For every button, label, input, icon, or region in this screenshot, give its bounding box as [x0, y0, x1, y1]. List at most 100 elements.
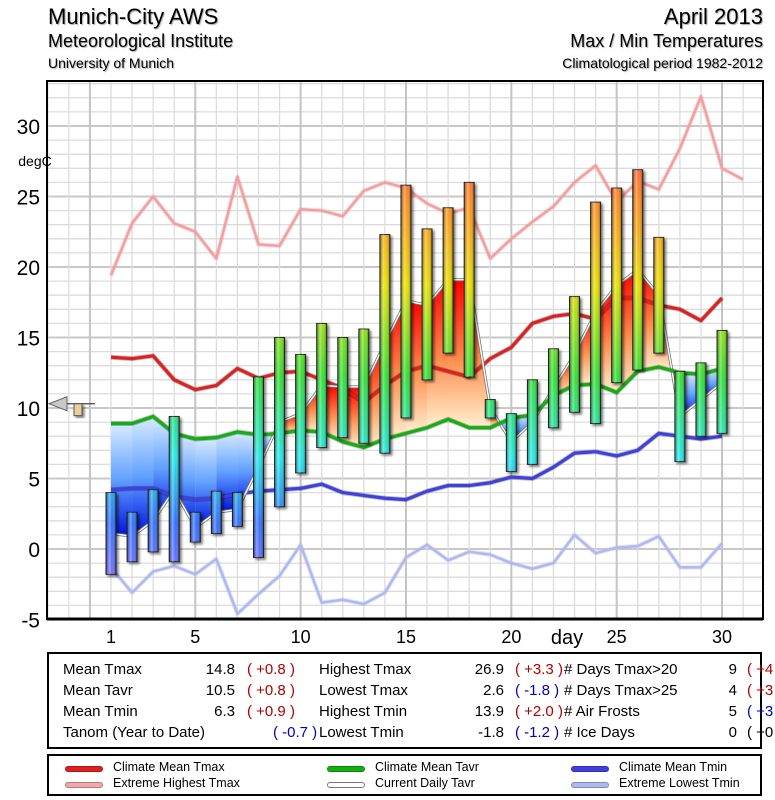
legend-label: Current Daily Tavr — [375, 776, 475, 790]
y-tick-label: 20 — [17, 257, 40, 280]
bar-shine — [695, 362, 706, 437]
stat-anomaly: ( +0.9 ) — [247, 703, 295, 720]
stat-label: Highest Tmin — [319, 703, 408, 720]
bar-shine — [485, 399, 496, 418]
bar-shine — [148, 489, 159, 552]
bar-shine — [358, 329, 369, 444]
day-bar — [484, 399, 496, 419]
legend-swatch — [571, 766, 609, 772]
bar-shine — [379, 234, 390, 454]
day-bar — [695, 362, 707, 437]
bar-shine — [295, 354, 306, 473]
stat-anomaly: ( -0.7 ) — [273, 724, 318, 741]
ytd-anomaly-bar — [73, 403, 83, 417]
month-title: April 2013 — [663, 4, 763, 29]
day-bar — [442, 207, 454, 354]
day-bar — [632, 169, 644, 371]
stat-anomaly: ( +3.3 ) — [515, 661, 563, 678]
stat-value: 9 — [728, 661, 737, 678]
day-bar — [611, 187, 623, 384]
y-tick-label: 25 — [17, 187, 40, 210]
stat-value: 13.9 — [474, 703, 504, 720]
x-axis-label: day — [551, 627, 583, 649]
x-tick-label: 20 — [501, 627, 521, 647]
y-tick-labels: -5 0 5 10 15 20 25 30 — [17, 116, 40, 633]
legend-swatch — [65, 782, 103, 788]
bar-shine — [506, 413, 517, 472]
legend-label: Climate Mean Tavr — [375, 760, 479, 774]
bar-shine — [190, 512, 201, 542]
bar-shine — [422, 228, 433, 380]
bar-shine — [653, 237, 664, 354]
y-tick-label: 0 — [28, 539, 40, 562]
x-tick-label: 5 — [190, 627, 200, 647]
university-name: University of Munich — [48, 55, 175, 71]
stat-value: 6.3 — [214, 703, 235, 720]
x-tick-label: 30 — [712, 627, 732, 647]
bar-shine — [674, 371, 685, 462]
tmax-tmin-bars — [105, 169, 728, 575]
climate-mean-tavr-line — [111, 365, 723, 450]
legend-panel: Climate Mean Tmax Extreme Highest Tmax Cli… — [47, 754, 762, 796]
legend-label: Climate Mean Tmin — [619, 760, 728, 774]
bar-shine — [106, 492, 116, 575]
day-bar — [295, 353, 307, 474]
x-tick-label: 25 — [607, 627, 627, 647]
bar-shine — [590, 202, 601, 424]
y-tick-label: 5 — [28, 469, 40, 492]
stat-anomaly: ( +2.0 ) — [515, 703, 563, 720]
stat-label: Mean Tavr — [63, 682, 133, 699]
bar-shine — [717, 330, 728, 434]
legend-swatch — [327, 782, 365, 788]
day-bar — [316, 322, 328, 448]
station-title: Munich-City AWS — [48, 4, 219, 29]
bar-shine — [337, 337, 348, 438]
day-bar — [400, 184, 412, 419]
extreme-lowest-tmin-line — [110, 533, 723, 616]
stat-value: 2.6 — [483, 682, 504, 699]
bar-shine — [274, 337, 285, 507]
day-bar — [337, 337, 349, 439]
x-tick-label: 15 — [396, 627, 416, 647]
stat-anomaly: ( -1.8 ) — [515, 682, 560, 699]
stat-anomaly: ( -1.2 ) — [515, 724, 560, 741]
x-tick-labels: 1 5 10 15 20 25 30 — [106, 627, 732, 647]
ytd-marker — [47, 396, 95, 417]
x-tick-label: 1 — [106, 627, 116, 647]
stat-anomaly: ( +4 ) — [747, 661, 775, 678]
stat-anomaly: ( +0 ) — [747, 724, 775, 741]
y-axis-label: degC — [18, 153, 51, 169]
bar-shine — [232, 492, 243, 527]
day-bar — [653, 236, 665, 354]
stat-value: -1.8 — [478, 724, 504, 741]
day-bar — [147, 489, 159, 553]
stat-anomaly: ( +0.8 ) — [247, 682, 295, 699]
legend-swatch — [327, 766, 365, 772]
stat-label: Tanom (Year to Date) — [63, 724, 206, 741]
day-bar — [231, 492, 243, 527]
day-bar — [590, 201, 602, 425]
stat-label: # Days Tmax>20 — [564, 661, 678, 678]
day-bar — [379, 234, 391, 454]
stat-label: Highest Tmax — [319, 661, 412, 678]
legend-label: Extreme Highest Tmax — [113, 776, 240, 790]
stat-value: 10.5 — [205, 682, 235, 699]
bar-shine — [400, 185, 411, 418]
bar-shine — [169, 416, 180, 562]
bar-shine — [464, 182, 475, 377]
stat-anomaly: ( +3 ) — [747, 703, 775, 720]
stat-label: Mean Tmin — [63, 703, 138, 720]
y-tick-label: -5 — [21, 610, 40, 633]
day-bar — [547, 348, 559, 429]
bar-shine — [569, 296, 580, 413]
y-tick-label: 15 — [17, 328, 40, 351]
day-bar — [674, 370, 686, 463]
stat-label: # Days Tmax>25 — [564, 682, 678, 699]
day-bar — [274, 337, 286, 508]
day-bar — [126, 511, 138, 563]
day-bar — [421, 228, 433, 381]
stat-label: # Ice Days — [564, 724, 635, 741]
day-bar — [358, 328, 370, 444]
bar-shine — [316, 323, 327, 448]
stat-value: 26.9 — [474, 661, 504, 678]
